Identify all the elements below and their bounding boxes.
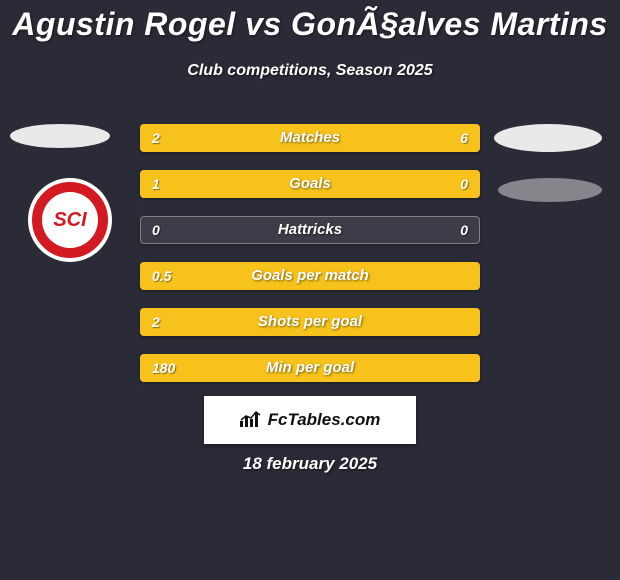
stat-left-value: 0.5: [140, 262, 183, 290]
stat-label: Hattricks: [140, 216, 480, 244]
stat-left-fill: [140, 354, 480, 382]
stat-left-fill: [140, 262, 480, 290]
watermark-text: FcTables.com: [268, 410, 381, 430]
stat-row: 2Shots per goal: [140, 308, 480, 336]
stat-left-fill: [140, 308, 480, 336]
stat-row: 180Min per goal: [140, 354, 480, 382]
comparison-infographic: Agustin Rogel vs GonÃ§alves Martins Club…: [0, 0, 620, 580]
stat-row: 0.5Goals per match: [140, 262, 480, 290]
left-club-badge-text: SCI: [42, 192, 98, 248]
watermark: FcTables.com: [204, 396, 416, 444]
stat-left-value: 2: [140, 124, 172, 152]
stat-row: 0 0Hattricks: [140, 216, 480, 244]
left-club-badge: SCI: [28, 178, 112, 262]
stat-left-value: 0: [140, 216, 172, 244]
stat-left-fill: [140, 170, 395, 198]
page-title: Agustin Rogel vs GonÃ§alves Martins: [0, 6, 620, 43]
left-player-oval: [10, 124, 110, 148]
stat-right-value: 0: [448, 170, 480, 198]
stat-right-value: 6: [448, 124, 480, 152]
stat-left-value: 1: [140, 170, 172, 198]
stat-left-value: 2: [140, 308, 172, 336]
chart-icon: [240, 411, 262, 432]
date-text: 18 february 2025: [0, 454, 620, 474]
stat-right-fill: [225, 124, 480, 152]
stat-right-value: 0: [448, 216, 480, 244]
stat-row: 10Goals: [140, 170, 480, 198]
stat-bars: 26Matches10Goals00Hattricks0.5Goals per …: [140, 124, 480, 400]
right-player-oval: [494, 124, 602, 152]
stat-left-value: 180: [140, 354, 187, 382]
stat-row: 26Matches: [140, 124, 480, 152]
season-subtitle: Club competitions, Season 2025: [0, 62, 620, 80]
right-second-oval: [498, 178, 602, 202]
